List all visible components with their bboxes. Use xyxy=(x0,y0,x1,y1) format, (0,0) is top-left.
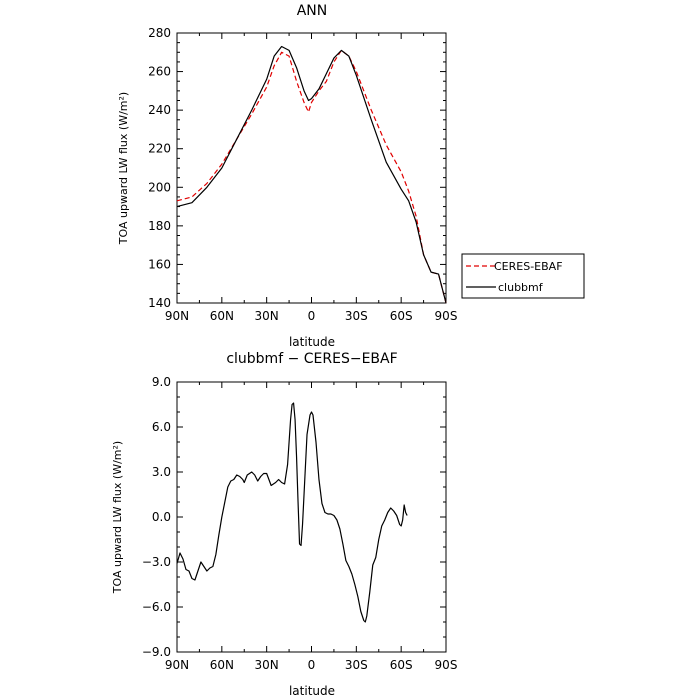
legend-label-clubbmf: clubbmf xyxy=(498,281,544,294)
top-x-tick-label: 90S xyxy=(435,309,458,323)
top-y-tick-label: 160 xyxy=(148,257,171,271)
top-y-tick-label: 180 xyxy=(148,219,171,233)
bottom-y-tick-label: 6.0 xyxy=(152,420,171,434)
bottom-x-tick-label: 30S xyxy=(345,658,368,672)
bottom-x-tick-label: 60N xyxy=(210,658,234,672)
top-x-tick-label: 60N xyxy=(210,309,234,323)
bottom-y-tick-label: −9.0 xyxy=(142,645,171,659)
top-y-tick-label: 220 xyxy=(148,142,171,156)
top-x-tick-label: 30S xyxy=(345,309,368,323)
top-plot-frame xyxy=(176,32,447,304)
top-y-tick-label: 140 xyxy=(148,296,171,310)
top-y-axis-label: TOA upward LW flux (W/m²) xyxy=(117,92,130,245)
top-x-tick-label: 90N xyxy=(165,309,189,323)
bottom-y-axis-label: TOA upward LW flux (W/m²) xyxy=(111,441,124,594)
legend: CERES-EBAF clubbmf xyxy=(461,253,585,299)
top-series xyxy=(176,45,447,304)
bottom-x-tick-label: 90S xyxy=(435,658,458,672)
bottom-x-axis-label: latitude xyxy=(289,684,335,698)
bottom-y-tick-label: 3.0 xyxy=(152,465,171,479)
bottom-y-tick-label: 0.0 xyxy=(152,510,171,524)
legend-label-ceres: CERES-EBAF xyxy=(494,260,563,273)
top-x-tick-label: 30N xyxy=(255,309,279,323)
top-y-tick-label: 200 xyxy=(148,180,171,194)
top-x-axis-label: latitude xyxy=(289,335,335,349)
bottom-y-tick-label: −3.0 xyxy=(142,555,171,569)
top-ticks: 90N 60N 30N 0 30S 60S 90S 140 160 180 200 220 240 260… xyxy=(148,26,457,323)
bottom-series-line-difference xyxy=(176,402,408,623)
bottom-x-tick-label: 90N xyxy=(165,658,189,672)
bottom-panel: clubbmf − CERES−EBAF 90N 60N 30N 0 30S 60S 90S… xyxy=(111,351,457,698)
top-series-line-clubbmf xyxy=(176,45,447,304)
top-y-tick-label: 260 xyxy=(148,65,171,79)
top-x-tick-label: 0 xyxy=(308,309,316,323)
bottom-series xyxy=(176,402,408,623)
bottom-panel-title: clubbmf − CERES−EBAF xyxy=(226,351,397,367)
bottom-y-tick-label: 9.0 xyxy=(152,375,171,389)
top-y-tick-label: 280 xyxy=(148,26,171,40)
bottom-x-tick-label: 30N xyxy=(255,658,279,672)
top-series-line-ceres-ebaf xyxy=(176,49,447,304)
bottom-x-tick-label: 60S xyxy=(390,658,413,672)
top-panel: ANN 90N 60N 30N 0 30S 60S 90S 140 160 180 200 220 24… xyxy=(117,3,585,349)
top-panel-title: ANN xyxy=(297,3,328,19)
bottom-ticks: 90N 60N 30N 0 30S 60S 90S −9.0 −6.0 −3.0 0.0 3.0 6.0… xyxy=(142,375,458,672)
top-y-tick-label: 240 xyxy=(148,103,171,117)
legend-box xyxy=(461,253,585,299)
bottom-y-tick-label: −6.0 xyxy=(142,600,171,614)
bottom-x-tick-label: 0 xyxy=(308,658,316,672)
bottom-plot-frame xyxy=(176,381,447,653)
top-x-tick-label: 60S xyxy=(390,309,413,323)
